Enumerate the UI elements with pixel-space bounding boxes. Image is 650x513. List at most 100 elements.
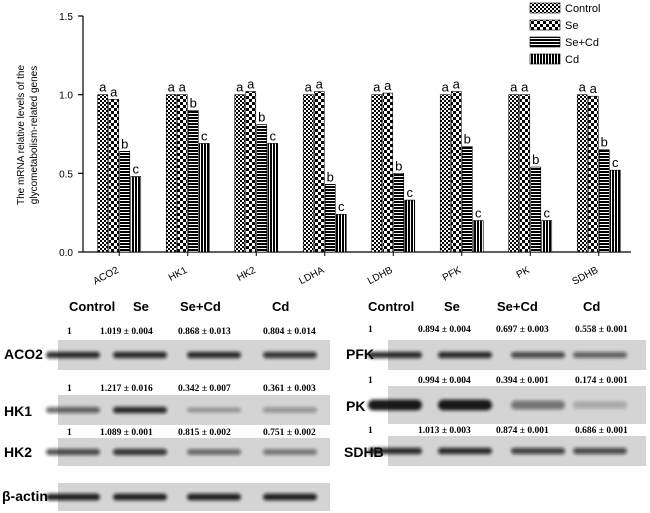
hk1-value-se: 1.217 ± 0.016 [100,384,153,394]
blot-band [187,407,241,413]
pfk-value-cd: 0.558 ± 0.001 [575,325,628,335]
blot-strip-hk1 [46,395,330,425]
blot-band [368,399,422,411]
x-tick-label: LDHB [366,265,395,287]
significance-letter: b [395,158,402,173]
significance-letter: a [442,80,450,95]
bar-hk1-cd [198,143,210,253]
blot-strip-pfk [368,340,646,370]
blot-band [46,493,100,501]
significance-letter: b [190,95,197,110]
blot-band [263,493,317,501]
blot-band [438,399,492,411]
legend-swatch [529,53,561,65]
bar-ldha-control [302,94,314,253]
hk2-value-control: 1 [67,428,72,438]
western-blot-panel: Control Se Se+Cd Cd Control Se Se+Cd Cd … [2,299,646,511]
significance-letter: c [338,199,345,214]
significance-letter: a [590,81,598,96]
bar-pk-se [519,94,531,253]
hk2-value-se-cd: 0.815 ± 0.002 [178,428,231,438]
pfk-value-control: 1 [368,325,373,335]
blot-strip-aco2 [46,340,330,370]
significance-letter: a [521,80,529,95]
x-tick-label: PFK [441,265,464,284]
hk1-value-control: 1 [67,384,72,394]
bar-sdhb-se-cd [598,149,610,253]
legend-label: Control [565,3,600,15]
hk2-value-cd: 0.751 ± 0.002 [263,428,316,438]
significance-letter: a [384,78,392,93]
blot-band [113,493,167,501]
blot-band [46,351,100,359]
x-tick-label: ACO2 [91,265,121,288]
significance-letter: c [201,128,208,143]
blot-strip-hk2 [46,438,330,466]
bar-hk2-control [234,94,246,253]
x-tick-label: HK2 [235,265,258,284]
blot-band [113,448,167,456]
y-tick-label: 1.5 [59,12,73,23]
right-header-cd: Cd [583,299,600,314]
bar-pfk-se-cd [461,146,473,253]
significance-letter: b [532,152,539,167]
significance-letter: c [133,161,140,176]
left-header-se: Se [133,299,149,314]
significance-letter: a [179,80,187,95]
bar-ldha-se-cd [324,184,336,253]
blot-band [113,406,167,414]
beta-actin-label: β-actin [2,488,48,504]
sdhb-value-control: 1 [368,426,373,436]
significance-letter: c [544,206,551,221]
significance-letter: a [453,77,461,92]
blot-band [187,493,241,501]
x-tick-label: PK [515,265,532,281]
significance-letter: b [464,132,471,147]
blot-band [511,447,565,455]
bar-hk1-se [176,94,188,253]
blot-band [46,407,100,413]
pk-value-cd: 0.174 ± 0.001 [575,376,628,386]
sdhb-value-cd: 0.686 ± 0.001 [575,426,628,436]
blot-band [438,447,492,455]
significance-letter: a [247,77,255,92]
blot-band [573,447,627,455]
bar-hk2-se-cd [256,124,268,253]
x-tick-label: LDHA [297,265,326,287]
blot-band [368,351,422,359]
blot-strip-beta-actin [46,483,330,511]
bar-ldha-se [313,91,325,253]
hk2-value-se: 1.089 ± 0.001 [100,428,153,438]
hk1-value-se-cd: 0.342 ± 0.007 [178,384,231,394]
legend-label: Se [565,20,578,32]
legend-swatch [529,2,561,14]
left-header-se-cd: Se+Cd [180,299,221,314]
bar-pk-control [508,94,520,253]
aco2-value-se: 1.019 ± 0.004 [100,327,153,337]
legend-label: Se+Cd [565,37,599,49]
legend-label: Cd [565,54,579,66]
bar-aco2-se [108,99,120,253]
bar-sdhb-control [576,94,588,253]
significance-letter: c [475,206,482,221]
bar-pfk-control [439,94,451,253]
significance-letter: b [601,135,608,150]
aco2-value-control: 1 [67,327,72,337]
bar-hk1-control [165,94,177,253]
blot-band [263,351,317,359]
aco2-value-cd: 0.804 ± 0.014 [263,327,316,337]
significance-letter: c [612,155,619,170]
blot-band [511,400,565,410]
significance-letter: a [510,80,518,95]
significance-letter: c [270,128,277,143]
significance-letter: a [579,80,587,95]
y-tick-label: 0.5 [59,169,73,180]
hk1-label: HK1 [4,403,32,419]
pfk-value-se: 0.894 ± 0.004 [418,325,471,335]
pk-label: PK [346,398,365,414]
bar-sdhb-cd [609,169,621,253]
bar-sdhb-se [587,95,599,253]
pk-value-se: 0.994 ± 0.004 [418,376,471,386]
x-tick-label: HK1 [167,265,190,284]
blot-band [113,351,167,359]
